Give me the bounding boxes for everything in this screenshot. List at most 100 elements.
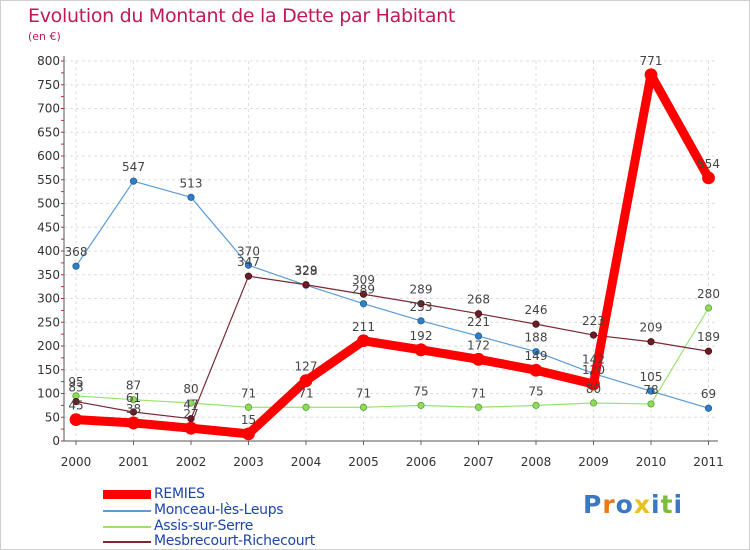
data-point-mesbrecourt-richecourt <box>302 281 310 289</box>
data-point-assis-sur-serre <box>359 403 368 411</box>
data-label-assis-sur-serre: 71 <box>471 386 486 400</box>
y-tick-label: 800 <box>37 54 60 68</box>
data-label-mesbrecourt-richecourt: 347 <box>237 255 260 269</box>
data-label-mesbrecourt-richecourt: 289 <box>410 283 433 297</box>
data-point-assis-sur-serre <box>244 403 253 411</box>
data-label-mesbrecourt-richecourt: 246 <box>525 303 548 317</box>
data-label-monceau-l-s-leups: 370 <box>237 244 260 258</box>
series-lines <box>69 68 715 441</box>
chart-title: Evolution du Montant de la Dette par Hab… <box>28 5 456 27</box>
data-point-assis-sur-serre <box>532 401 540 409</box>
data-point-mesbrecourt-richecourt <box>417 300 425 308</box>
legend-swatch-assis <box>103 526 151 528</box>
data-label-monceau-l-s-leups: 547 <box>122 160 145 174</box>
data-point-remies <box>529 363 543 377</box>
x-tick-label: 2009 <box>578 455 609 469</box>
data-point-remies <box>702 171 715 185</box>
data-label-mesbrecourt-richecourt: 309 <box>352 273 375 287</box>
data-label-monceau-l-s-leups: 188 <box>525 331 548 345</box>
data-point-assis-sur-serre <box>129 396 138 404</box>
data-label-assis-sur-serre: 80 <box>586 382 601 396</box>
data-label-monceau-l-s-leups: 69 <box>701 387 716 401</box>
data-label-assis-sur-serre: 78 <box>643 383 658 397</box>
series-line-assis-sur-serre <box>75 307 710 408</box>
data-point-monceau-l-s-leups <box>72 262 80 270</box>
data-point-monceau-l-s-leups <box>647 387 655 395</box>
y-tick-label: 500 <box>37 197 60 211</box>
logo-letter: t <box>660 490 674 519</box>
data-label-monceau-l-s-leups: 221 <box>467 315 490 329</box>
data-point-mesbrecourt-richecourt <box>589 331 598 339</box>
y-tick-label: 450 <box>37 220 60 234</box>
data-point-remies <box>184 421 198 435</box>
y-tick-label: 50 <box>45 410 60 424</box>
logo-letter: o <box>615 490 634 519</box>
proxiti-logo: Proxiti <box>583 490 683 519</box>
data-label-assis-sur-serre: 95 <box>68 375 83 389</box>
series-line-remies <box>71 70 713 439</box>
data-label-mesbrecourt-richecourt: 223 <box>582 314 605 328</box>
data-label-assis-sur-serre: 75 <box>528 384 543 398</box>
data-point-assis-sur-serre <box>302 403 310 411</box>
legend-swatch-monceau <box>103 510 151 512</box>
data-labels: 368 547 513 370 328 289 253 221 188 142 105 69 95 87 8… <box>65 54 720 427</box>
x-tick-label: 2006 <box>406 455 437 469</box>
legend-swatch-mesbrecourt <box>103 541 151 543</box>
data-point-mesbrecourt-richecourt <box>647 338 655 346</box>
y-tick-label: 150 <box>37 363 60 377</box>
data-point-monceau-l-s-leups <box>704 404 713 412</box>
y-tick-label: 750 <box>37 78 60 92</box>
data-point-assis-sur-serre <box>704 304 713 312</box>
logo-letter: i <box>651 490 661 519</box>
logo-letter: x <box>633 490 651 519</box>
data-point-remies <box>242 427 255 441</box>
data-label-remies: 120 <box>582 363 605 377</box>
legend-label-monceau: Monceau-lès-Leups <box>154 502 284 518</box>
y-tick-label: 550 <box>37 173 60 187</box>
data-label-assis-sur-serre: 71 <box>298 386 313 400</box>
data-label-assis-sur-serre: 80 <box>183 382 198 396</box>
data-label-remies: 554 <box>697 157 720 171</box>
y-tick-label: 400 <box>37 244 60 258</box>
data-label-mesbrecourt-richecourt: 47 <box>183 398 198 412</box>
data-label-monceau-l-s-leups: 328 <box>295 264 318 278</box>
x-tick-label: 2001 <box>118 455 149 469</box>
data-label-remies: 27 <box>183 407 198 421</box>
data-point-assis-sur-serre <box>417 401 425 409</box>
x-tick-label: 2010 <box>636 455 667 469</box>
logo-letter: P <box>583 490 603 519</box>
data-point-mesbrecourt-richecourt <box>359 290 368 298</box>
data-point-assis-sur-serre <box>474 403 483 411</box>
y-tick-label: 0 <box>52 434 60 448</box>
logo-letter: i <box>673 490 684 519</box>
data-label-remies: 211 <box>352 320 375 334</box>
data-label-mesbrecourt-richecourt: 83 <box>68 381 83 395</box>
data-point-mesbrecourt-richecourt <box>244 272 253 280</box>
data-point-monceau-l-s-leups <box>417 317 425 325</box>
data-label-monceau-l-s-leups: 253 <box>410 300 433 314</box>
data-point-monceau-l-s-leups <box>244 261 253 269</box>
data-label-monceau-l-s-leups: 142 <box>582 353 605 367</box>
series-line-monceau-l-s-leups <box>75 180 710 409</box>
data-point-monceau-l-s-leups <box>187 193 195 201</box>
data-point-remies <box>357 334 370 348</box>
y-tick-label: 300 <box>37 292 60 306</box>
data-label-mesbrecourt-richecourt: 329 <box>295 264 318 278</box>
data-point-remies <box>414 343 428 357</box>
data-label-assis-sur-serre: 71 <box>241 386 256 400</box>
data-point-remies <box>644 68 658 82</box>
data-label-remies: 45 <box>68 399 83 413</box>
data-label-assis-sur-serre: 87 <box>126 379 141 393</box>
data-point-mesbrecourt-richecourt <box>704 347 713 355</box>
data-label-mesbrecourt-richecourt: 61 <box>126 391 141 405</box>
data-point-assis-sur-serre <box>187 399 195 407</box>
data-label-remies: 172 <box>467 338 490 352</box>
x-tick-label: 2011 <box>693 455 724 469</box>
data-point-remies <box>127 416 140 430</box>
x-tick-label: 2002 <box>176 455 207 469</box>
grid <box>64 60 718 442</box>
data-label-remies: 149 <box>525 349 548 363</box>
data-point-monceau-l-s-leups <box>474 332 483 340</box>
x-tick-label: 2005 <box>348 455 379 469</box>
unit-label: (en €) <box>28 30 61 43</box>
